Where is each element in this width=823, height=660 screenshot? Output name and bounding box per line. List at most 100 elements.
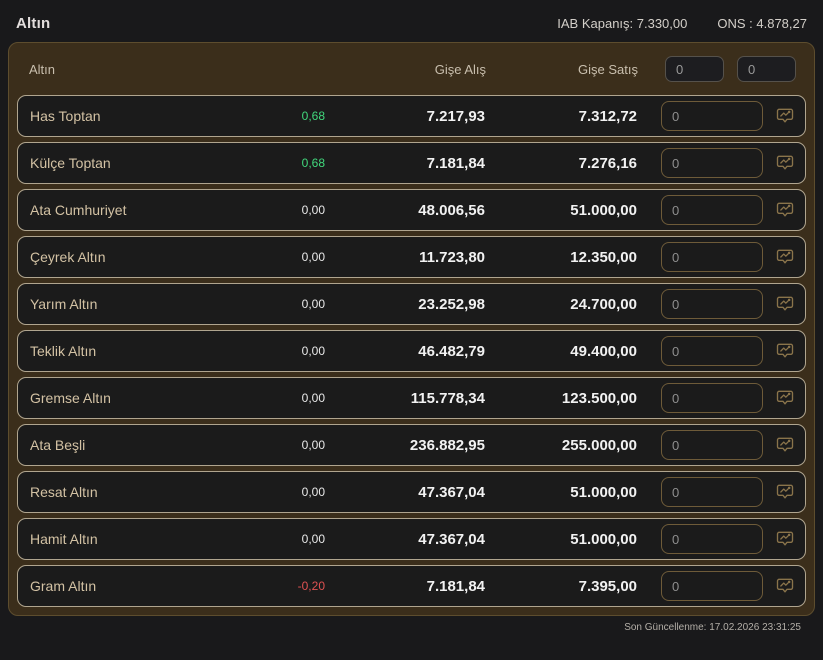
instrument-name: Gram Altın	[30, 578, 97, 594]
amount-input[interactable]	[661, 571, 763, 601]
change-percent: 0,00	[301, 532, 325, 546]
market-stats: IAB Kapanış: 7.330,00 ONS : 4.878,27	[557, 16, 807, 31]
change-percent: 0,00	[301, 297, 325, 311]
topbar: Altın IAB Kapanış: 7.330,00 ONS : 4.878,…	[0, 0, 823, 42]
instrument-name: Resat Altın	[30, 484, 98, 500]
instrument-name: Ata Cumhuriyet	[30, 202, 127, 218]
amount-input-wrap	[637, 430, 767, 460]
change-percent: 0,68	[301, 156, 325, 170]
amount-input-wrap	[637, 148, 767, 178]
instrument-name: Gremse Altın	[30, 390, 111, 406]
instrument-name: Hamit Altın	[30, 531, 98, 547]
table-row: Resat Altın 0,00 47.367,04 51.000,00	[17, 471, 806, 513]
chart-bubble-icon[interactable]	[767, 153, 795, 173]
instrument-name: Teklik Altın	[30, 343, 97, 359]
amount-input[interactable]	[661, 430, 763, 460]
sell-price: 51.000,00	[570, 530, 637, 548]
change-percent: 0,00	[301, 485, 325, 499]
footer: Son Güncellenme: 17.02.2026 23:31:25	[0, 616, 823, 633]
change-percent: 0,68	[301, 109, 325, 123]
change-percent: 0,00	[301, 203, 325, 217]
amount-input-wrap	[637, 477, 767, 507]
buy-price: 48.006,56	[418, 201, 485, 219]
table-row: Yarım Altın 0,00 23.252,98 24.700,00	[17, 283, 806, 325]
amount-input-wrap	[637, 289, 767, 319]
last-update: Son Güncellenme: 17.02.2026 23:31:25	[624, 622, 801, 633]
amount-input[interactable]	[661, 195, 763, 225]
gold-price-panel: Altın Gişe Alış Gişe Satış Has Toptan 0,…	[8, 42, 815, 616]
amount-input[interactable]	[661, 383, 763, 413]
table-row: Külçe Toptan 0,68 7.181,84 7.276,16	[17, 142, 806, 184]
buy-price: 236.882,95	[409, 436, 485, 454]
table-row: Teklik Altın 0,00 46.482,79 49.400,00	[17, 330, 806, 372]
amount-input-wrap	[637, 242, 767, 272]
column-header-name: Altın	[29, 61, 56, 77]
column-header-buy: Gişe Alış	[434, 61, 486, 77]
change-percent: 0,00	[301, 344, 325, 358]
chart-bubble-icon[interactable]	[767, 200, 795, 220]
amount-input[interactable]	[661, 242, 763, 272]
instrument-name: Külçe Toptan	[30, 155, 111, 171]
buy-price: 11.723,80	[419, 248, 485, 266]
chart-bubble-icon[interactable]	[767, 294, 795, 314]
change-percent: 0,00	[301, 438, 325, 452]
sell-price: 255.000,00	[561, 436, 637, 454]
sell-price: 51.000,00	[570, 201, 637, 219]
sell-price: 7.395,00	[578, 577, 637, 595]
buy-price: 46.482,79	[418, 342, 485, 360]
sell-price: 7.312,72	[578, 107, 637, 125]
buy-price: 47.367,04	[418, 530, 485, 548]
sell-price: 123.500,00	[561, 389, 637, 407]
amount-input[interactable]	[661, 148, 763, 178]
table-row: Hamit Altın 0,00 47.367,04 51.000,00	[17, 518, 806, 560]
chart-bubble-icon[interactable]	[767, 388, 795, 408]
sell-price: 49.400,00	[570, 342, 637, 360]
price-rows: Has Toptan 0,68 7.217,93 7.312,72 Külçe …	[17, 95, 806, 607]
buy-price: 115.778,34	[410, 389, 485, 407]
amount-input-wrap	[637, 571, 767, 601]
sell-price: 51.000,00	[570, 483, 637, 501]
amount-input-wrap	[637, 336, 767, 366]
spread-buy-input[interactable]	[665, 56, 724, 82]
chart-bubble-icon[interactable]	[767, 482, 795, 502]
amount-input-wrap	[637, 195, 767, 225]
instrument-name: Has Toptan	[30, 108, 101, 124]
change-percent: -0,20	[297, 579, 325, 593]
buy-price: 7.181,84	[426, 154, 485, 172]
chart-bubble-icon[interactable]	[767, 341, 795, 361]
change-percent: 0,00	[301, 391, 325, 405]
chart-bubble-icon[interactable]	[767, 435, 795, 455]
page-title: Altın	[16, 15, 51, 32]
header-inputs	[638, 56, 796, 82]
table-row: Ata Beşli 0,00 236.882,95 255.000,00	[17, 424, 806, 466]
buy-price: 7.181,84	[426, 577, 485, 595]
table-header: Altın Gişe Alış Gişe Satış	[17, 43, 806, 95]
buy-price: 47.367,04	[418, 483, 485, 501]
buy-price: 7.217,93	[426, 107, 485, 125]
amount-input[interactable]	[661, 289, 763, 319]
sell-price: 24.700,00	[570, 295, 637, 313]
chart-bubble-icon[interactable]	[767, 576, 795, 596]
ons-stat: ONS : 4.878,27	[717, 16, 807, 31]
table-row: Gram Altın -0,20 7.181,84 7.395,00	[17, 565, 806, 607]
instrument-name: Yarım Altın	[30, 296, 98, 312]
chart-bubble-icon[interactable]	[767, 247, 795, 267]
instrument-name: Ata Beşli	[30, 437, 86, 453]
table-row: Çeyrek Altın 0,00 11.723,80 12.350,00	[17, 236, 806, 278]
amount-input[interactable]	[661, 101, 763, 131]
amount-input-wrap	[637, 383, 767, 413]
instrument-name: Çeyrek Altın	[30, 249, 106, 265]
amount-input[interactable]	[661, 524, 763, 554]
table-row: Gremse Altın 0,00 115.778,34 123.500,00	[17, 377, 806, 419]
amount-input-wrap	[637, 101, 767, 131]
table-row: Ata Cumhuriyet 0,00 48.006,56 51.000,00	[17, 189, 806, 231]
amount-input[interactable]	[661, 336, 763, 366]
chart-bubble-icon[interactable]	[767, 106, 795, 126]
sell-price: 12.350,00	[570, 248, 637, 266]
amount-input[interactable]	[661, 477, 763, 507]
spread-sell-input[interactable]	[737, 56, 796, 82]
chart-bubble-icon[interactable]	[767, 529, 795, 549]
column-header-sell: Gişe Satış	[578, 61, 638, 77]
buy-price: 23.252,98	[418, 295, 485, 313]
sell-price: 7.276,16	[578, 154, 637, 172]
